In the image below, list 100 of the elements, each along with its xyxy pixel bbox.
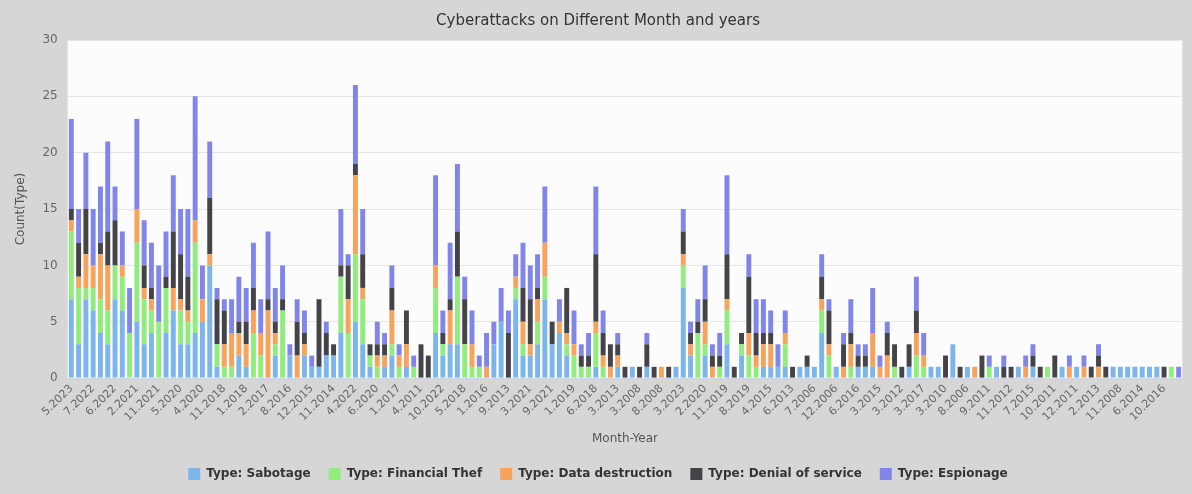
- bar: [644, 333, 650, 345]
- bar: [1147, 366, 1152, 378]
- bar: [855, 366, 861, 378]
- bar: [855, 355, 861, 367]
- bar: [243, 344, 249, 367]
- bar: [680, 287, 686, 378]
- bar: [170, 231, 176, 288]
- bar: [454, 276, 460, 345]
- bar: [1176, 366, 1182, 378]
- bar: [141, 265, 147, 288]
- bar: [615, 344, 621, 356]
- bar: [360, 254, 366, 288]
- bar: [1096, 366, 1101, 378]
- bar: [447, 242, 453, 300]
- bar: [913, 276, 919, 311]
- bar: [97, 254, 103, 300]
- bar: [97, 299, 103, 334]
- bar: [462, 299, 468, 345]
- bar: [178, 254, 184, 300]
- bar: [542, 299, 548, 378]
- bar: [331, 344, 337, 356]
- bar: [593, 333, 599, 367]
- bar: [192, 96, 198, 221]
- bar: [564, 333, 570, 345]
- bar: [688, 355, 693, 378]
- bar: [454, 344, 460, 378]
- bar: [454, 231, 460, 277]
- bar: [1168, 366, 1174, 378]
- bar: [841, 333, 846, 345]
- bar: [83, 209, 89, 255]
- bar: [119, 276, 125, 311]
- bar: [680, 265, 686, 288]
- legend-label: Type: Denial of service: [708, 466, 862, 481]
- bar: [819, 299, 825, 311]
- bar: [382, 333, 388, 345]
- bar: [1037, 366, 1043, 378]
- bar: [236, 276, 242, 322]
- bar: [833, 366, 839, 378]
- bar: [447, 344, 453, 378]
- bar: [768, 344, 774, 367]
- bar: [564, 287, 570, 334]
- bar: [1052, 355, 1058, 378]
- bar: [156, 321, 162, 378]
- bar: [1008, 366, 1014, 378]
- bar: [272, 333, 278, 345]
- bar: [309, 366, 315, 378]
- bar: [739, 355, 744, 378]
- bar: [717, 355, 723, 367]
- bar: [542, 186, 548, 243]
- bar: [695, 321, 701, 334]
- bar: [921, 355, 927, 367]
- bar: [221, 366, 227, 378]
- bar: [170, 175, 176, 232]
- bar: [382, 344, 388, 356]
- bar: [484, 333, 490, 367]
- bar: [790, 366, 795, 378]
- bar: [695, 333, 701, 378]
- bar: [564, 344, 570, 356]
- bar: [360, 344, 366, 378]
- bar: [593, 254, 599, 322]
- bar: [68, 299, 74, 378]
- bar: [870, 333, 876, 367]
- bar: [236, 321, 242, 334]
- bar: [848, 344, 854, 367]
- bar: [593, 321, 599, 334]
- y-axis-title: Count(Type): [13, 172, 28, 246]
- bar: [331, 355, 337, 378]
- bar: [542, 276, 548, 300]
- bar: [1096, 344, 1101, 356]
- bar: [753, 299, 759, 334]
- bar: [688, 344, 693, 356]
- bar: [600, 333, 606, 356]
- bar: [746, 276, 752, 334]
- bar: [746, 254, 752, 277]
- bar: [229, 366, 235, 378]
- bar: [564, 355, 570, 378]
- bar: [134, 118, 140, 210]
- bar: [615, 366, 621, 378]
- bar: [1030, 355, 1036, 367]
- bar: [848, 299, 854, 334]
- bar: [600, 310, 606, 334]
- bar: [491, 344, 497, 378]
- bar: [433, 287, 439, 334]
- bar: [702, 355, 708, 378]
- bar: [717, 333, 723, 356]
- bar: [535, 299, 541, 322]
- bar: [1001, 355, 1007, 367]
- bar: [199, 321, 205, 378]
- bar: [1023, 366, 1029, 378]
- bar: [258, 355, 264, 378]
- bar: [578, 355, 584, 367]
- bar: [760, 366, 766, 378]
- bar: [586, 366, 592, 378]
- chart-title: Cyberattacks on Different Month and years: [436, 10, 761, 29]
- bar: [1125, 366, 1131, 378]
- bar: [994, 366, 999, 378]
- bar: [374, 321, 380, 345]
- bar: [688, 321, 693, 334]
- bar: [782, 333, 788, 345]
- bar: [338, 209, 344, 266]
